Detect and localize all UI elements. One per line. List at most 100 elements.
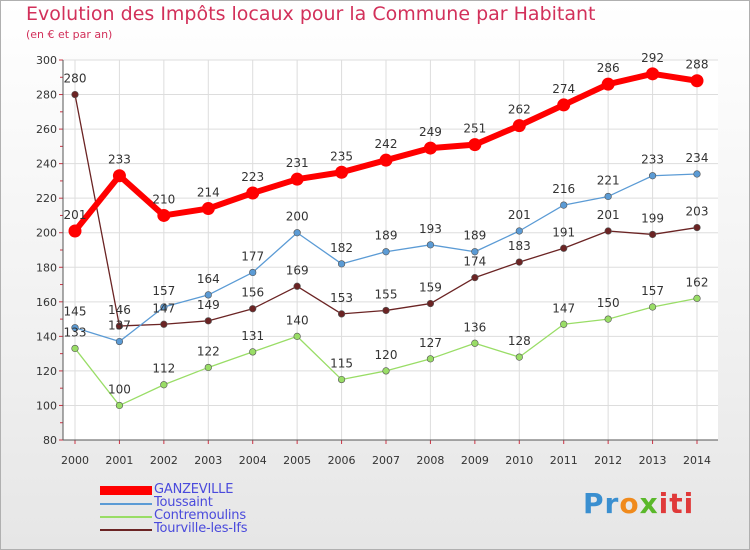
data-point [201, 202, 215, 216]
data-point [160, 381, 168, 389]
data-label-toussaint: 221 [597, 173, 620, 187]
x-tick-label: 2009 [461, 454, 489, 467]
data-point [693, 223, 701, 232]
data-label-contremoulins: 127 [419, 336, 442, 350]
data-label-tourville-les-ifs: 149 [197, 298, 220, 312]
data-point [560, 244, 568, 252]
y-tick-label: 100 [36, 399, 57, 412]
data-point [204, 291, 212, 299]
data-point [337, 375, 346, 384]
data-point [604, 315, 612, 323]
data-point [293, 332, 301, 340]
data-point [337, 260, 346, 268]
data-label-toussaint: 164 [197, 272, 220, 286]
series-toussaint [71, 170, 701, 346]
data-point [471, 339, 479, 347]
data-label-ganzeville: 201 [64, 208, 87, 222]
y-tick-label: 280 [36, 89, 57, 102]
series-contremoulins [71, 294, 701, 410]
data-label-contremoulins: 112 [152, 362, 175, 376]
data-label-ganzeville: 210 [152, 192, 175, 206]
data-label-tourville-les-ifs: 203 [686, 205, 709, 219]
y-tick-label: 240 [36, 158, 57, 171]
data-point [249, 348, 257, 356]
data-label-toussaint: 177 [241, 249, 264, 263]
data-label-ganzeville: 262 [508, 103, 531, 117]
data-label-ganzeville: 231 [286, 156, 309, 170]
legend-item-tourville-les-ifs: Tourville-les-Ifs [100, 521, 300, 536]
y-tick-label: 120 [36, 365, 57, 378]
data-point [160, 320, 168, 328]
data-label-tourville-les-ifs: 174 [463, 255, 486, 269]
data-label-ganzeville: 223 [241, 170, 264, 184]
data-point [382, 248, 390, 256]
data-point [690, 74, 704, 88]
logo-part-1: Pr [583, 487, 620, 520]
data-label-toussaint: 137 [108, 319, 131, 333]
x-tick-label: 2003 [194, 454, 222, 467]
data-point [71, 90, 79, 99]
data-point [560, 320, 568, 328]
data-label-tourville-les-ifs: 159 [419, 281, 442, 295]
x-tick-label: 2004 [239, 454, 267, 467]
legend-swatch [100, 503, 152, 505]
data-point [382, 367, 390, 375]
data-label-tourville-les-ifs: 147 [152, 301, 175, 315]
data-point [204, 363, 212, 372]
data-point [160, 303, 168, 311]
data-label-ganzeville: 292 [641, 51, 664, 65]
data-point [423, 141, 437, 155]
data-point [468, 138, 482, 152]
x-tick-label: 2002 [150, 454, 178, 467]
data-point [115, 322, 124, 330]
legend: GANZEVILLE Toussaint Contremoulins Tourvill… [100, 482, 300, 536]
proxiti-logo: Proxiti [583, 487, 694, 520]
data-label-tourville-les-ifs: 146 [108, 303, 131, 317]
series-ganzeville [68, 67, 704, 238]
data-point [71, 324, 79, 332]
data-point [648, 303, 657, 311]
data-label-contremoulins: 122 [197, 344, 220, 358]
data-label-contremoulins: 120 [375, 348, 398, 362]
data-label-tourville-les-ifs: 183 [508, 239, 531, 253]
legend-swatch [100, 486, 152, 495]
data-point [512, 119, 526, 133]
data-point [157, 208, 171, 222]
data-point [293, 229, 301, 237]
y-tick-label: 220 [36, 192, 57, 205]
data-label-contremoulins: 115 [330, 357, 353, 371]
x-tick-label: 2013 [639, 454, 667, 467]
data-label-ganzeville: 233 [108, 153, 131, 167]
data-point [246, 186, 260, 200]
y-tick-label: 160 [36, 296, 57, 309]
y-tick-label: 180 [36, 261, 57, 274]
data-label-toussaint: 201 [508, 208, 531, 222]
x-tick-label: 2010 [505, 454, 533, 467]
data-label-toussaint: 145 [64, 305, 87, 319]
data-label-contremoulins: 162 [686, 275, 709, 289]
chart-subtitle: (en € et par an) [26, 28, 113, 41]
data-label-tourville-les-ifs: 156 [241, 286, 264, 300]
data-point [293, 282, 301, 290]
logo-part-3: x [639, 487, 659, 520]
x-tick-label: 2005 [283, 454, 311, 467]
data-label-contremoulins: 136 [463, 320, 486, 334]
legend-item-toussaint: Toussaint [100, 495, 300, 510]
legend-label: Contremoulins [154, 508, 246, 523]
data-label-tourville-les-ifs: 191 [552, 225, 575, 239]
data-point [693, 294, 701, 302]
data-point [426, 299, 435, 308]
data-point [471, 274, 479, 282]
x-tick-label: 2012 [594, 454, 622, 467]
data-point [115, 337, 124, 346]
data-point [335, 165, 349, 179]
data-point [601, 77, 615, 91]
data-label-ganzeville: 288 [686, 58, 709, 72]
data-point [71, 344, 79, 353]
logo-part-4: iti [658, 487, 695, 520]
data-label-ganzeville: 274 [552, 82, 575, 96]
series-tourville-les-ifs [71, 90, 701, 330]
data-point [604, 192, 612, 201]
data-point [648, 172, 657, 180]
data-label-ganzeville: 249 [419, 125, 442, 139]
